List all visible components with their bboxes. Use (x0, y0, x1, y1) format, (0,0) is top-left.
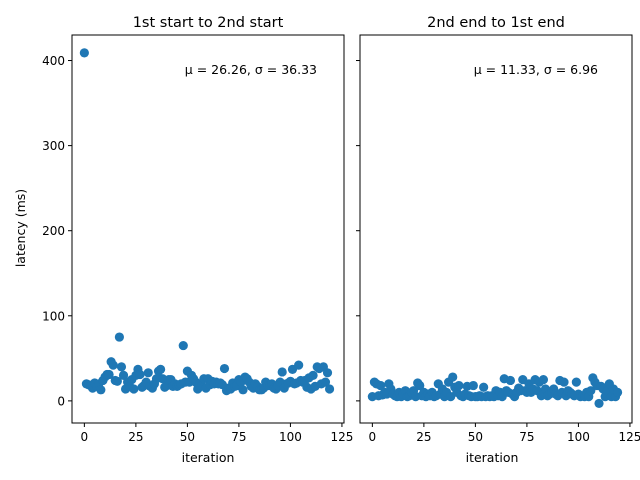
data-point (294, 360, 304, 370)
data-point (538, 375, 548, 385)
data-point (612, 387, 623, 397)
x-axis-label: iteration (182, 450, 235, 465)
data-point (112, 376, 122, 386)
data-point (415, 380, 425, 391)
data-point (479, 382, 489, 392)
axis-ticks: 0 25 50 75 100 125 (356, 60, 640, 444)
data-point (468, 380, 478, 391)
data-point (129, 384, 139, 394)
data-point (586, 386, 596, 396)
data-point (448, 372, 458, 382)
x-tick-label: 50 (180, 430, 195, 444)
x-tick-label: 75 (231, 430, 246, 444)
data-point (114, 332, 124, 342)
plot-area-frame (71, 34, 345, 424)
y-tick-label: 400 (42, 54, 65, 68)
data-point (178, 340, 188, 351)
x-tick-label: 0 (81, 430, 89, 444)
plot-area-frame (359, 34, 633, 424)
data-point (219, 363, 230, 374)
y-tick-label: 300 (42, 139, 65, 153)
data-point (324, 384, 335, 394)
data-point (308, 370, 318, 380)
data-point (143, 368, 153, 378)
x-tick-label: 100 (279, 430, 302, 444)
chart-title: 2nd end to 1st end (427, 15, 565, 31)
stats-annotation: μ = 11.33, σ = 6.96 (474, 62, 598, 77)
data-point (118, 370, 129, 380)
data-point (108, 360, 118, 370)
data-point (594, 398, 604, 409)
data-points (367, 372, 623, 409)
x-tick-label: 25 (128, 430, 143, 444)
data-point (116, 362, 127, 372)
axis-ticks: 0 25 50 75 100 125 0 100 200 300 400 (42, 54, 353, 444)
x-axis-label: iteration (466, 450, 519, 465)
subplot-right: 2nd end to 1st end iteration μ = 11.33, … (356, 15, 640, 465)
data-point (571, 377, 581, 387)
data-points (79, 48, 335, 396)
data-point (79, 48, 89, 58)
x-tick-label: 75 (519, 430, 534, 444)
chart-title: 1st start to 2nd start (133, 15, 284, 31)
x-tick-label: 50 (468, 430, 483, 444)
data-point (156, 364, 166, 374)
x-tick-label: 125 (618, 430, 640, 444)
subplot-left: 1st start to 2nd start iteration μ = 26.… (42, 15, 353, 465)
data-point (559, 377, 569, 387)
y-tick-label: 100 (42, 309, 65, 323)
data-point (135, 369, 145, 380)
y-tick-label: 200 (42, 224, 65, 238)
data-point (320, 377, 331, 387)
y-tick-label: 0 (57, 394, 65, 408)
data-point (376, 380, 386, 391)
data-point (96, 385, 106, 395)
x-tick-label: 0 (369, 430, 377, 444)
x-tick-label: 25 (416, 430, 431, 444)
x-tick-label: 125 (330, 430, 353, 444)
x-tick-label: 100 (567, 430, 590, 444)
data-point (277, 367, 287, 377)
data-point (505, 375, 516, 386)
data-point (454, 380, 464, 391)
shared-y-axis-label: latency (ms) (13, 189, 28, 267)
stats-annotation: μ = 26.26, σ = 36.33 (185, 62, 317, 77)
data-point (238, 385, 248, 395)
data-point (104, 369, 114, 380)
data-point (322, 368, 333, 378)
